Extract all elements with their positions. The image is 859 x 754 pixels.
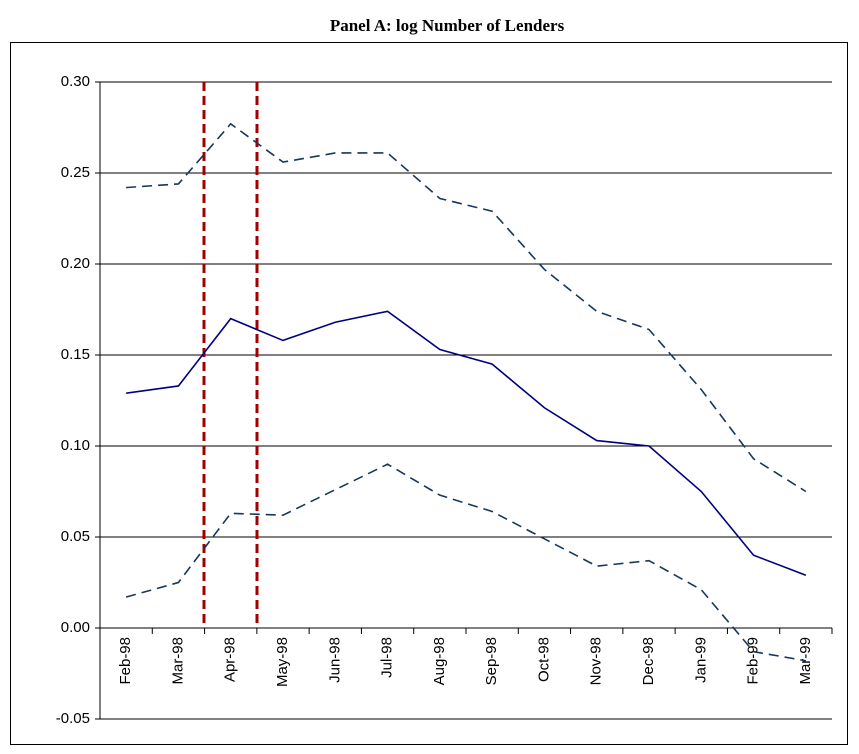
y-tick-label: 0.15 [61, 346, 90, 363]
x-tick-label: Jun-98 [326, 637, 343, 683]
x-tick-label: Sep-98 [483, 637, 500, 685]
x-tick-label: May-98 [274, 637, 291, 687]
x-tick-label: Nov-98 [588, 637, 605, 685]
y-tick-label: 0.00 [61, 619, 90, 636]
x-tick-label: Feb-98 [117, 637, 134, 685]
y-tick-label: 0.20 [61, 255, 90, 272]
y-tick-label: 0.30 [61, 73, 90, 90]
y-tick-label: 0.25 [61, 164, 90, 181]
x-tick-label: Aug-98 [431, 637, 448, 685]
x-tick-label: Oct-98 [535, 637, 552, 682]
chart-frame [10, 42, 848, 745]
x-tick-label: Dec-98 [640, 637, 657, 685]
y-tick-label: 0.05 [61, 528, 90, 545]
x-tick-label: Apr-98 [222, 637, 239, 682]
chart-title: Panel A: log Number of Lenders [330, 16, 565, 35]
series-line [125, 463, 806, 662]
x-tick-label: Jul-98 [379, 637, 396, 678]
series-line [126, 122, 807, 493]
y-tick-label: 0.10 [61, 437, 90, 454]
x-tick-label: Mar-98 [169, 637, 186, 685]
x-tick-label: Jan-99 [692, 637, 709, 683]
y-tick-label: -0.05 [56, 710, 90, 727]
x-tick-label: Feb-99 [745, 637, 762, 685]
series-line [126, 310, 807, 576]
